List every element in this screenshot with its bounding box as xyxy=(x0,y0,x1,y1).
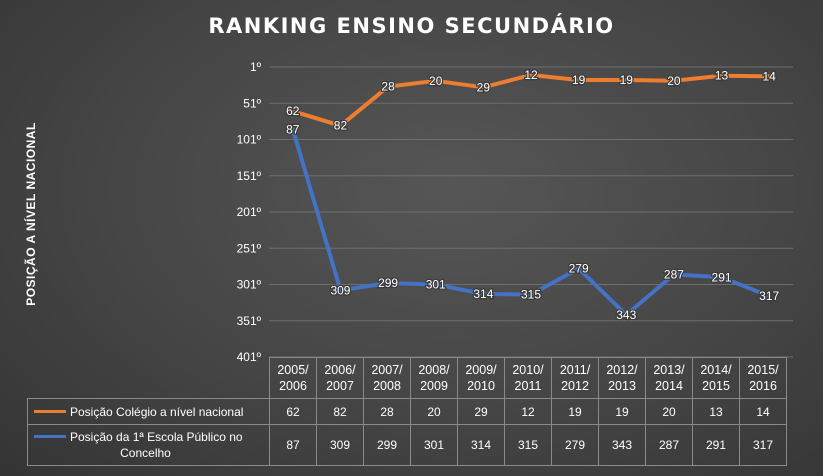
table-value-series1: 29 xyxy=(457,398,505,425)
table-value-series1: 20 xyxy=(410,398,458,425)
data-label-series2: 291 xyxy=(712,270,732,284)
data-label-series1: 62 xyxy=(286,104,300,118)
category-label: 2007/2008 xyxy=(363,357,411,399)
legend-entry-series1: Posição Colégio a nível nacional xyxy=(27,398,270,425)
data-label-series2: 317 xyxy=(759,289,779,303)
data-label-series1: 29 xyxy=(477,80,491,94)
data-label-series2: 301 xyxy=(426,278,446,292)
table-value-series1: 14 xyxy=(739,398,787,425)
y-tick-label: 51º xyxy=(243,96,261,110)
table-value-series2: 299 xyxy=(363,424,411,466)
data-label-series1: 14 xyxy=(763,69,777,83)
data-label-series2: 87 xyxy=(286,122,300,136)
series-line-2 xyxy=(290,127,772,317)
data-label-series1: 13 xyxy=(715,69,729,83)
category-label: 2015/2016 xyxy=(739,357,787,399)
legend-label-series2-line2: Concelho xyxy=(120,446,171,460)
data-label-series1: 20 xyxy=(667,74,681,88)
data-label-series2: 299 xyxy=(378,276,398,290)
y-tick-label: 101º xyxy=(237,133,262,147)
table-value-series2: 309 xyxy=(316,424,364,466)
table-value-series1: 28 xyxy=(363,398,411,425)
category-label: 2008/2009 xyxy=(410,357,458,399)
legend-key-series2 xyxy=(34,435,66,439)
table-value-series1: 13 xyxy=(692,398,740,425)
table-value-series1: 62 xyxy=(269,398,317,425)
data-table-row-series2: Posição da 1ª Escola Público no Concelho … xyxy=(27,424,787,466)
category-label: 2005/2006 xyxy=(269,357,317,399)
data-label-series2: 287 xyxy=(664,267,684,281)
legend-label-series2-line1: Posição da 1ª Escola Público no xyxy=(70,430,243,444)
category-label: 2010/2011 xyxy=(504,357,552,399)
category-label: 2006/2007 xyxy=(316,357,364,399)
table-value-series2: 314 xyxy=(457,424,505,466)
data-label-series1: 19 xyxy=(572,73,586,87)
table-value-series1: 20 xyxy=(645,398,693,425)
table-value-series2: 87 xyxy=(269,424,317,466)
table-value-series1: 19 xyxy=(551,398,599,425)
data-label-series1: 20 xyxy=(429,74,443,88)
y-tick-label: 1º xyxy=(250,60,262,74)
category-label: 2013/2014 xyxy=(645,357,693,399)
table-value-series2: 301 xyxy=(410,424,458,466)
data-label-series2: 315 xyxy=(521,288,541,302)
data-label-series2: 314 xyxy=(473,287,493,301)
data-table-row-series1: Posição Colégio a nível nacional 62 82 28 2… xyxy=(27,398,787,425)
category-label: 2009/2010 xyxy=(457,357,505,399)
table-value-series1: 82 xyxy=(316,398,364,425)
table-value-series2: 291 xyxy=(692,424,740,466)
data-table: 2005/2006 2006/2007 2007/2008 2008/2009 2009… xyxy=(27,357,787,466)
legend-key-series1 xyxy=(34,409,66,413)
y-tick-label: 251º xyxy=(237,241,262,255)
category-label: 2012/2013 xyxy=(598,357,646,399)
data-label-series2: 309 xyxy=(330,283,350,297)
table-value-series1: 19 xyxy=(598,398,646,425)
legend-label-series1: Posição Colégio a nível nacional xyxy=(70,404,244,419)
data-table-header-row: 2005/2006 2006/2007 2007/2008 2008/2009 2009… xyxy=(27,357,787,399)
table-value-series2: 317 xyxy=(739,424,787,466)
legend-entry-series2: Posição da 1ª Escola Público no Concelho xyxy=(27,424,270,466)
y-tick-label: 201º xyxy=(237,205,262,219)
data-label-series1: 12 xyxy=(524,68,538,82)
chart-title: RANKING ENSINO SECUNDÁRIO xyxy=(208,14,615,38)
data-label-series1: 19 xyxy=(620,73,634,87)
data-label-series1: 82 xyxy=(334,119,348,133)
category-label: 2011/2012 xyxy=(551,357,599,399)
data-label-series2: 343 xyxy=(616,308,636,322)
table-value-series2: 315 xyxy=(504,424,552,466)
table-value-series2: 343 xyxy=(598,424,646,466)
y-tick-label: 351º xyxy=(237,314,262,328)
category-label: 2014/2015 xyxy=(692,357,740,399)
y-tick-label: 301º xyxy=(237,278,262,292)
series-line-1 xyxy=(290,73,772,128)
table-value-series1: 12 xyxy=(504,398,552,425)
data-label-series1: 28 xyxy=(381,80,395,94)
y-tick-label: 151º xyxy=(237,169,262,183)
table-value-series2: 279 xyxy=(551,424,599,466)
data-label-series2: 279 xyxy=(569,262,589,276)
table-value-series2: 287 xyxy=(645,424,693,466)
